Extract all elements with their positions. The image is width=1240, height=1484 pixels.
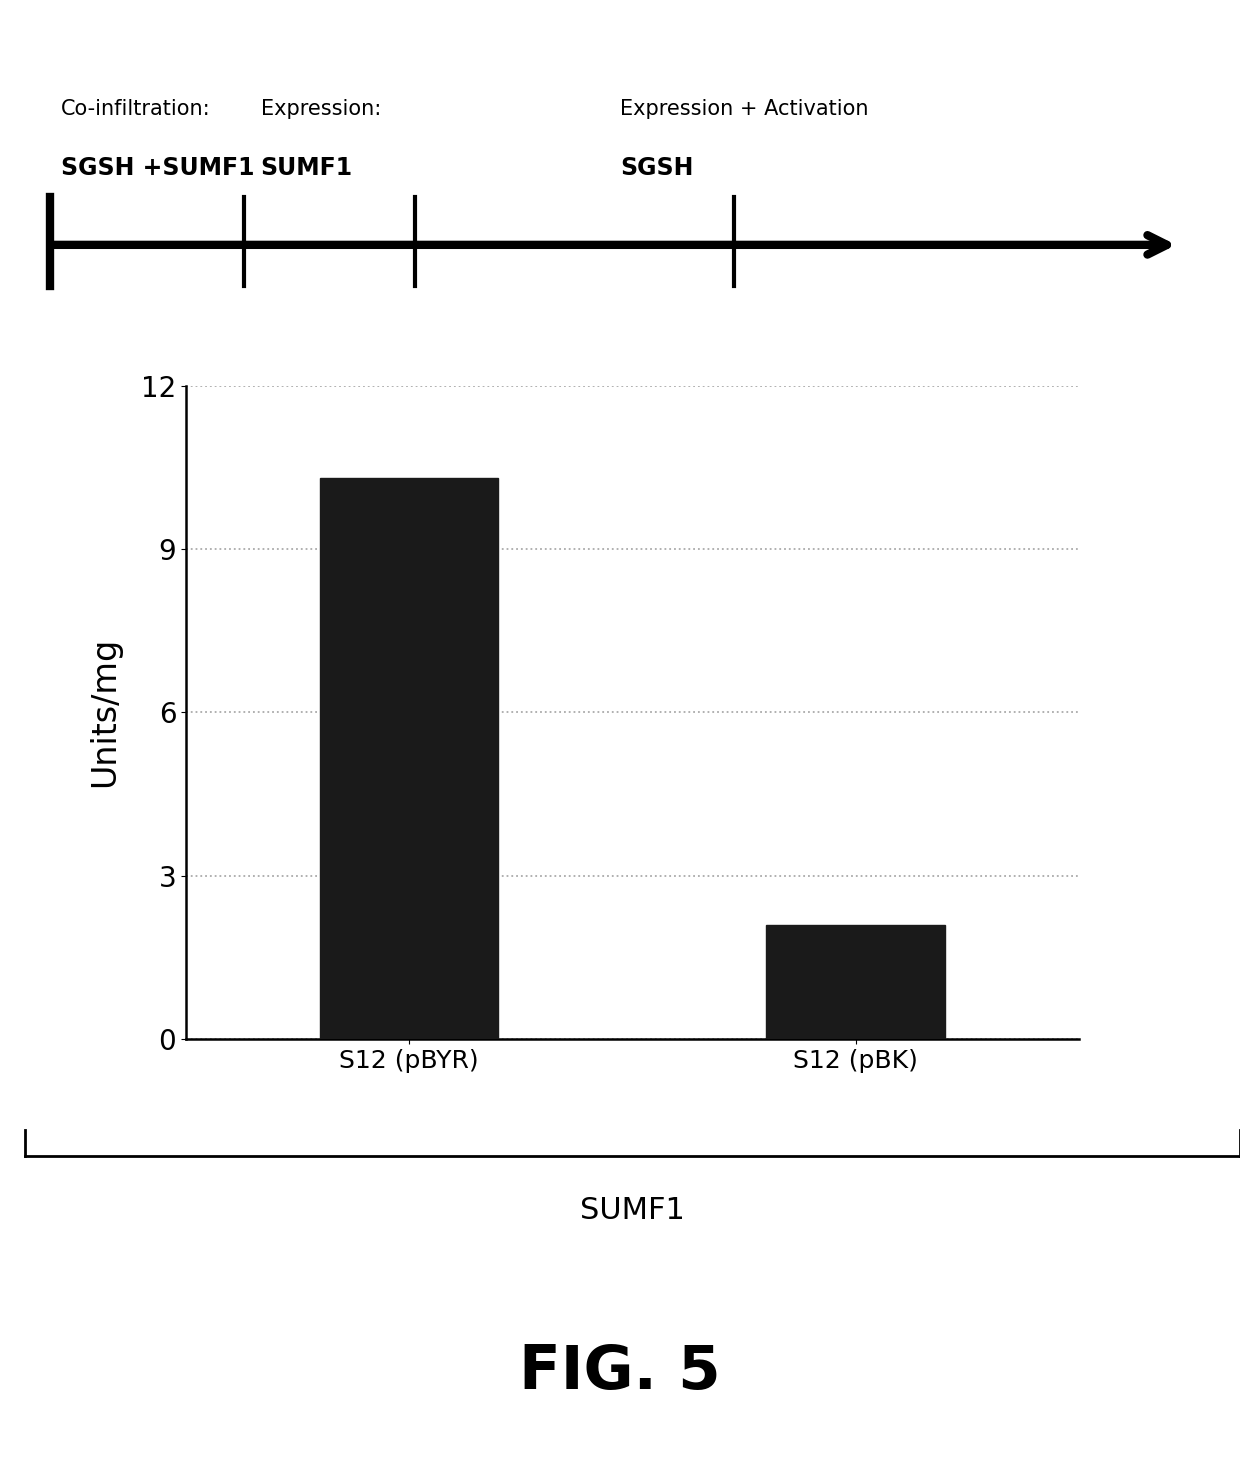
Text: Co-infiltration:: Co-infiltration: <box>61 99 211 119</box>
Bar <box>320 478 498 1039</box>
Text: FIG. 5: FIG. 5 <box>520 1343 720 1402</box>
Text: SUMF1: SUMF1 <box>580 1196 684 1224</box>
Text: Expression + Activation: Expression + Activation <box>620 99 868 119</box>
Text: Expression:: Expression: <box>260 99 381 119</box>
Text: SGSH +SUMF1: SGSH +SUMF1 <box>61 156 254 180</box>
Y-axis label: Units/mg: Units/mg <box>88 637 122 788</box>
Text: SGSH: SGSH <box>620 156 693 180</box>
Bar <box>766 925 945 1039</box>
Text: SUMF1: SUMF1 <box>260 156 352 180</box>
